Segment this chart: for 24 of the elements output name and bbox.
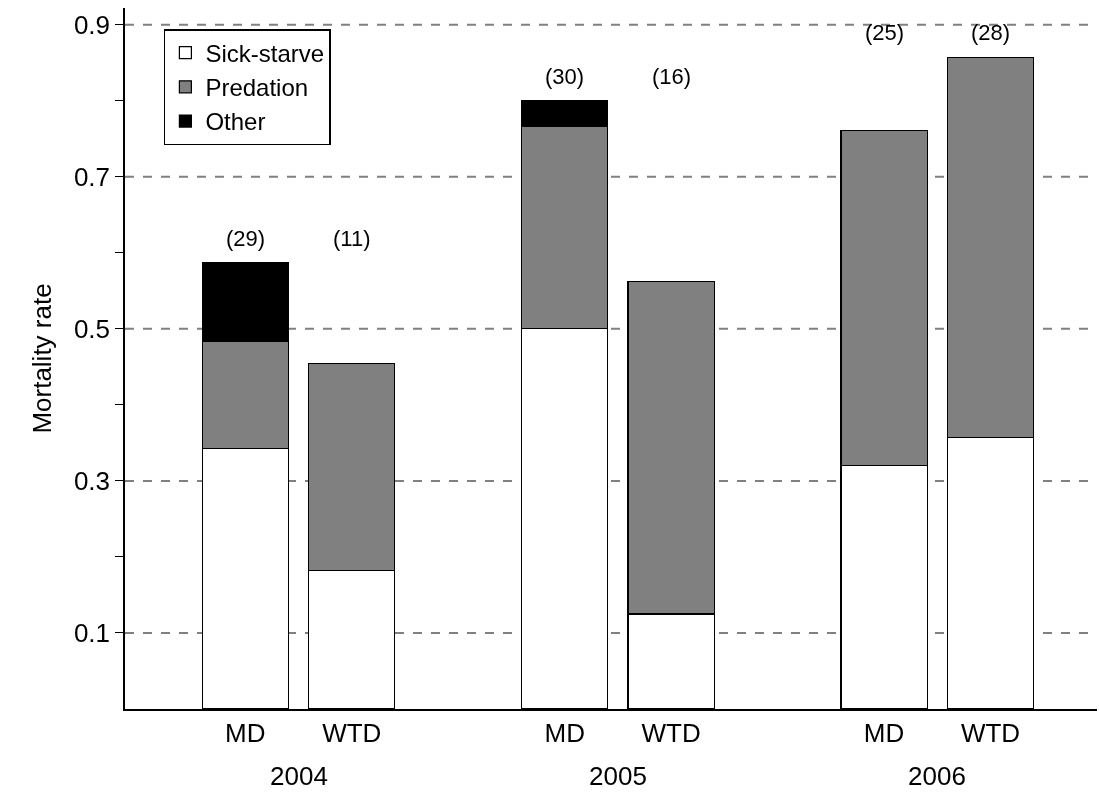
x-tick-label: WTD [960,717,1021,748]
annotation: (29) [226,226,266,251]
x-tick-label: WTD [322,717,382,748]
x-tick-label: MD [225,717,266,748]
x-tick-label: MD [544,717,585,748]
annotation: (30) [545,64,585,89]
x-tick-label: MD [863,717,905,748]
x-tick-label: WTD [641,717,701,748]
legend-label: Other [205,108,266,136]
y-tick-label: 0.9 [73,9,111,40]
y-tick-label: 0.5 [73,313,111,344]
y-axis-title: Mortality rate [26,283,57,434]
y-tick-label: 0.1 [73,618,111,649]
text: 2005 [589,761,647,791]
legend-label: Predation [205,74,309,102]
annotation: (28) [971,20,1011,45]
y-tick-label: 0.3 [73,466,111,497]
text: 2006 [908,761,966,791]
annotation: (16) [652,64,692,89]
annotation: (11) [333,226,371,251]
text: 2004 [270,761,328,791]
annotation: (25) [865,20,905,45]
y-tick-label: 0.7 [73,161,111,192]
legend-label: Sick-starve [205,39,325,67]
